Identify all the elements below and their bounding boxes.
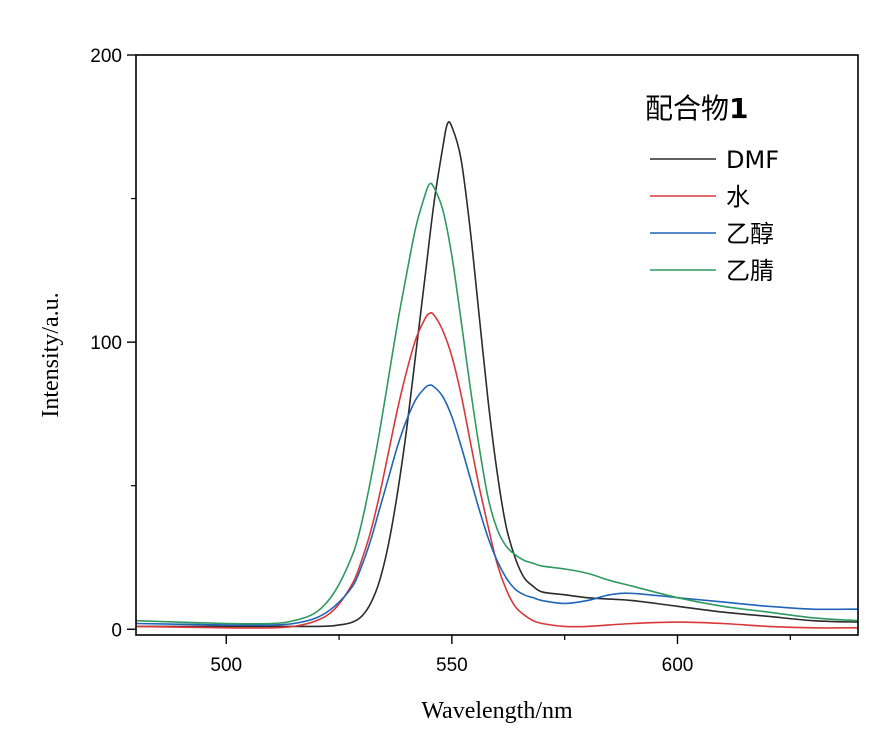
legend-title-text: 配合物 bbox=[645, 92, 729, 125]
x-axis-title: Wavelength/nm bbox=[421, 698, 573, 724]
x-tick-label: 550 bbox=[436, 655, 468, 676]
series-line-3 bbox=[136, 384, 858, 626]
axes: 500 550 600 0 100 200 bbox=[90, 46, 859, 676]
y-tick-label: 0 bbox=[111, 620, 122, 641]
y-tick-label: 200 bbox=[90, 46, 122, 67]
series-line-2 bbox=[136, 311, 858, 629]
plot-area bbox=[136, 121, 858, 629]
legend-label-2: 水 bbox=[726, 183, 750, 211]
x-tick-label: 600 bbox=[662, 655, 694, 676]
series-line-4 bbox=[136, 182, 858, 625]
legend-label-4: 乙腈 bbox=[726, 257, 774, 285]
legend-label-1: DMF bbox=[726, 146, 779, 174]
plot-frame bbox=[135, 54, 859, 636]
legend-label-3: 乙醇 bbox=[726, 220, 774, 248]
legend-title-number: 1 bbox=[729, 92, 748, 125]
y-axis-title: Intensity/a.u. bbox=[38, 292, 64, 417]
series-line-1 bbox=[136, 121, 858, 628]
y-tick-label: 100 bbox=[90, 333, 122, 354]
x-tick-label: 500 bbox=[210, 655, 242, 676]
legend-title: 配合物1 bbox=[645, 92, 749, 125]
